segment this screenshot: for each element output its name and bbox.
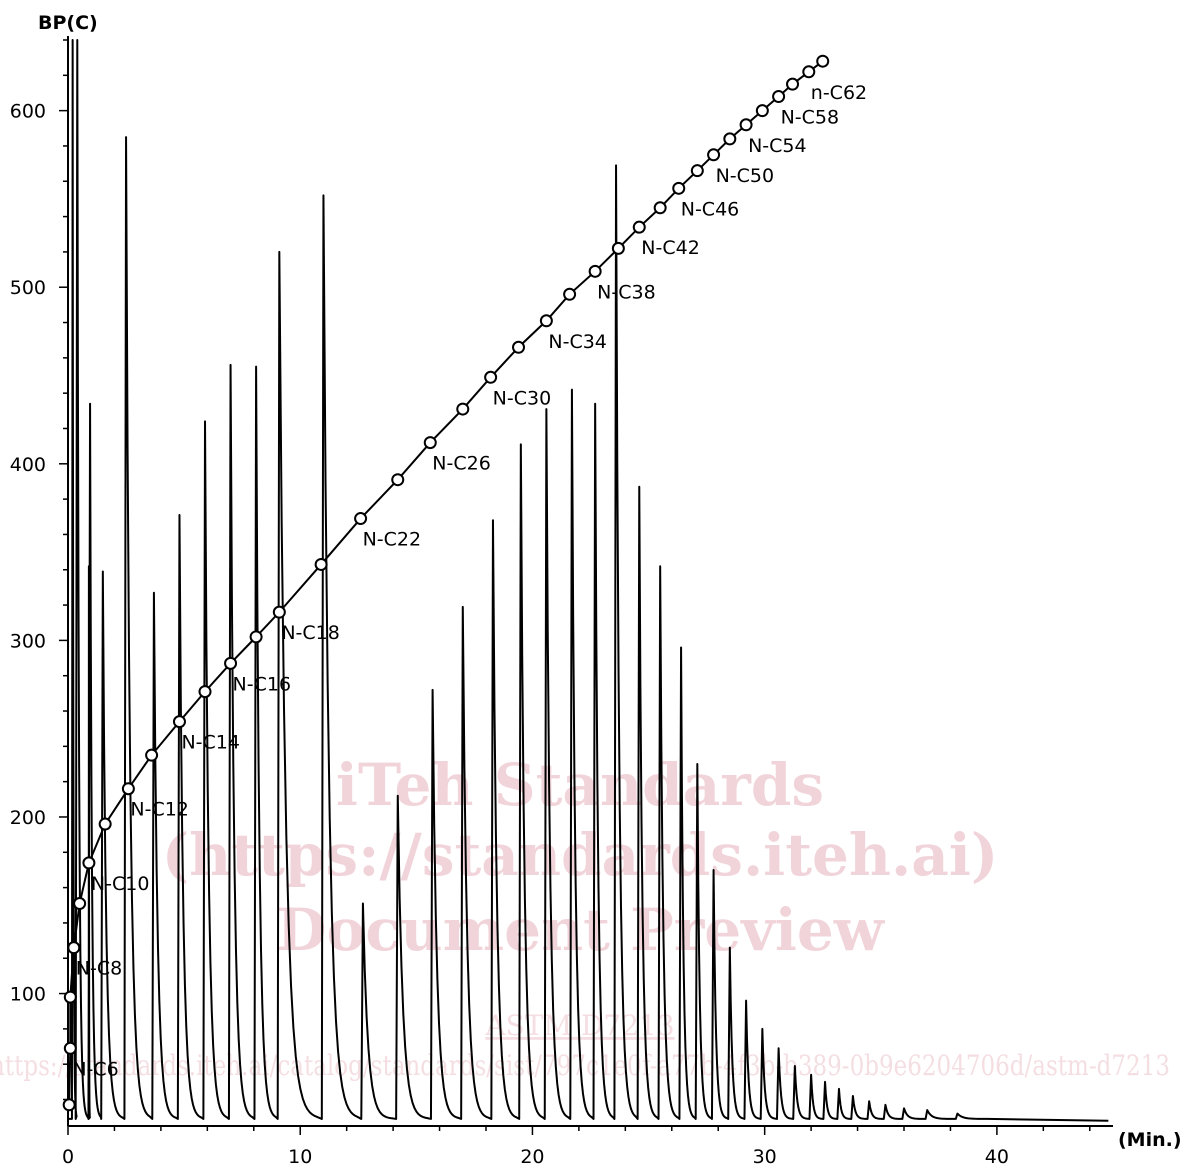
calibration-point [563,287,577,301]
calibration-point-label: N-C14 [181,732,240,754]
calibration-point-label: N-C10 [91,873,150,895]
calibration-point-label: N-C16 [233,673,292,695]
calibration-point [786,77,800,91]
watermark-line-2: (https://standards.iteh.ai) [162,821,999,889]
calibration-point [145,748,159,762]
calibration-point [423,436,437,450]
calibration-point [63,990,77,1004]
chromatogram-series [68,39,1109,1122]
x-tick-label: 20 [520,1146,544,1168]
calibration-point [539,314,553,328]
calibration-point [512,340,526,354]
watermark-line-1: iTeh Standards [336,751,824,819]
calibration-point [391,473,405,487]
y-tick-label: 200 [10,807,46,829]
calibration-point-label: N-C46 [681,198,740,220]
calibration-point [588,264,602,278]
calibration-point-label: N-C6 [72,1058,118,1080]
calibration-point [249,630,263,644]
chromatogram-trace [68,39,1109,1122]
x-tick-label: 40 [985,1146,1009,1168]
calibration-point [73,897,87,911]
calibration-point [456,402,470,416]
calibration-point-label: N-C8 [76,958,122,980]
calibration-point [653,201,667,215]
calibration-point [121,782,135,796]
calibration-point [707,148,721,162]
watermark: iTeh Standards (https://standards.iteh.a… [0,751,1170,1082]
x-tick-label: 10 [288,1146,312,1168]
calibration-point [755,104,769,118]
y-tick-label: 400 [10,454,46,476]
calibration-point-label: n-C62 [811,82,867,104]
calibration-point [632,220,646,234]
calibration-point [672,181,686,195]
calibration-point-label: N-C42 [641,237,700,259]
y-tick-label: 100 [10,984,46,1006]
calibration-point [224,656,238,670]
calibration-point [611,241,625,255]
calibration-point [67,941,81,955]
x-axis-title: (Min.) [1118,1129,1182,1151]
watermark-line-3: Document Preview [276,896,886,964]
calibration-point [314,557,328,571]
x-tick-label: 0 [62,1146,74,1168]
ticks: 0 10 20 30 40 100 200 300 400 500 600 [10,39,1091,1168]
axes: BP(C) (Min.) 0 10 20 30 40 100 200 300 400 500 600 [10,12,1182,1168]
calibration-point [62,1098,76,1112]
calibration-point-label: N-C30 [493,387,552,409]
calibration-point-label: N-C58 [781,107,840,129]
calibration-point-label: N-C38 [597,281,656,303]
calibration-point [816,54,830,68]
calibration-series: N-C6 N-C8 N-C10 N-C12 N-C14 N-C16 N-C18 N-C22 N-… [62,54,867,1112]
y-tick-label: 600 [10,101,46,123]
calibration-point-label: N-C34 [548,331,607,353]
calibration-point [172,715,186,729]
calibration-point [272,605,286,619]
calibration-point [484,370,498,384]
calibration-point [198,685,212,699]
calibration-point [82,856,96,870]
calibration-point-label: N-C18 [281,622,340,644]
calibration-point [739,118,753,132]
calibration-point-label: N-C54 [748,135,807,157]
calibration-point [802,65,816,79]
y-axis-title: BP(C) [38,12,98,34]
calibration-point-label: N-C12 [130,799,189,821]
calibration-point [690,164,704,178]
calibration-point [354,512,368,526]
watermark-line-5: https://standards.iteh.ai/catalog/standa… [0,1049,1170,1082]
calibration-point [63,1041,77,1055]
calibration-point [723,132,737,146]
y-tick-label: 300 [10,630,46,652]
x-tick-label: 30 [753,1146,777,1168]
calibration-point-label: N-C50 [716,165,775,187]
calibration-point-label: N-C22 [363,529,422,551]
y-tick-label: 500 [10,277,46,299]
calibration-point [772,90,786,104]
calibration-point-label: N-C26 [432,453,491,475]
calibration-point [98,817,112,831]
